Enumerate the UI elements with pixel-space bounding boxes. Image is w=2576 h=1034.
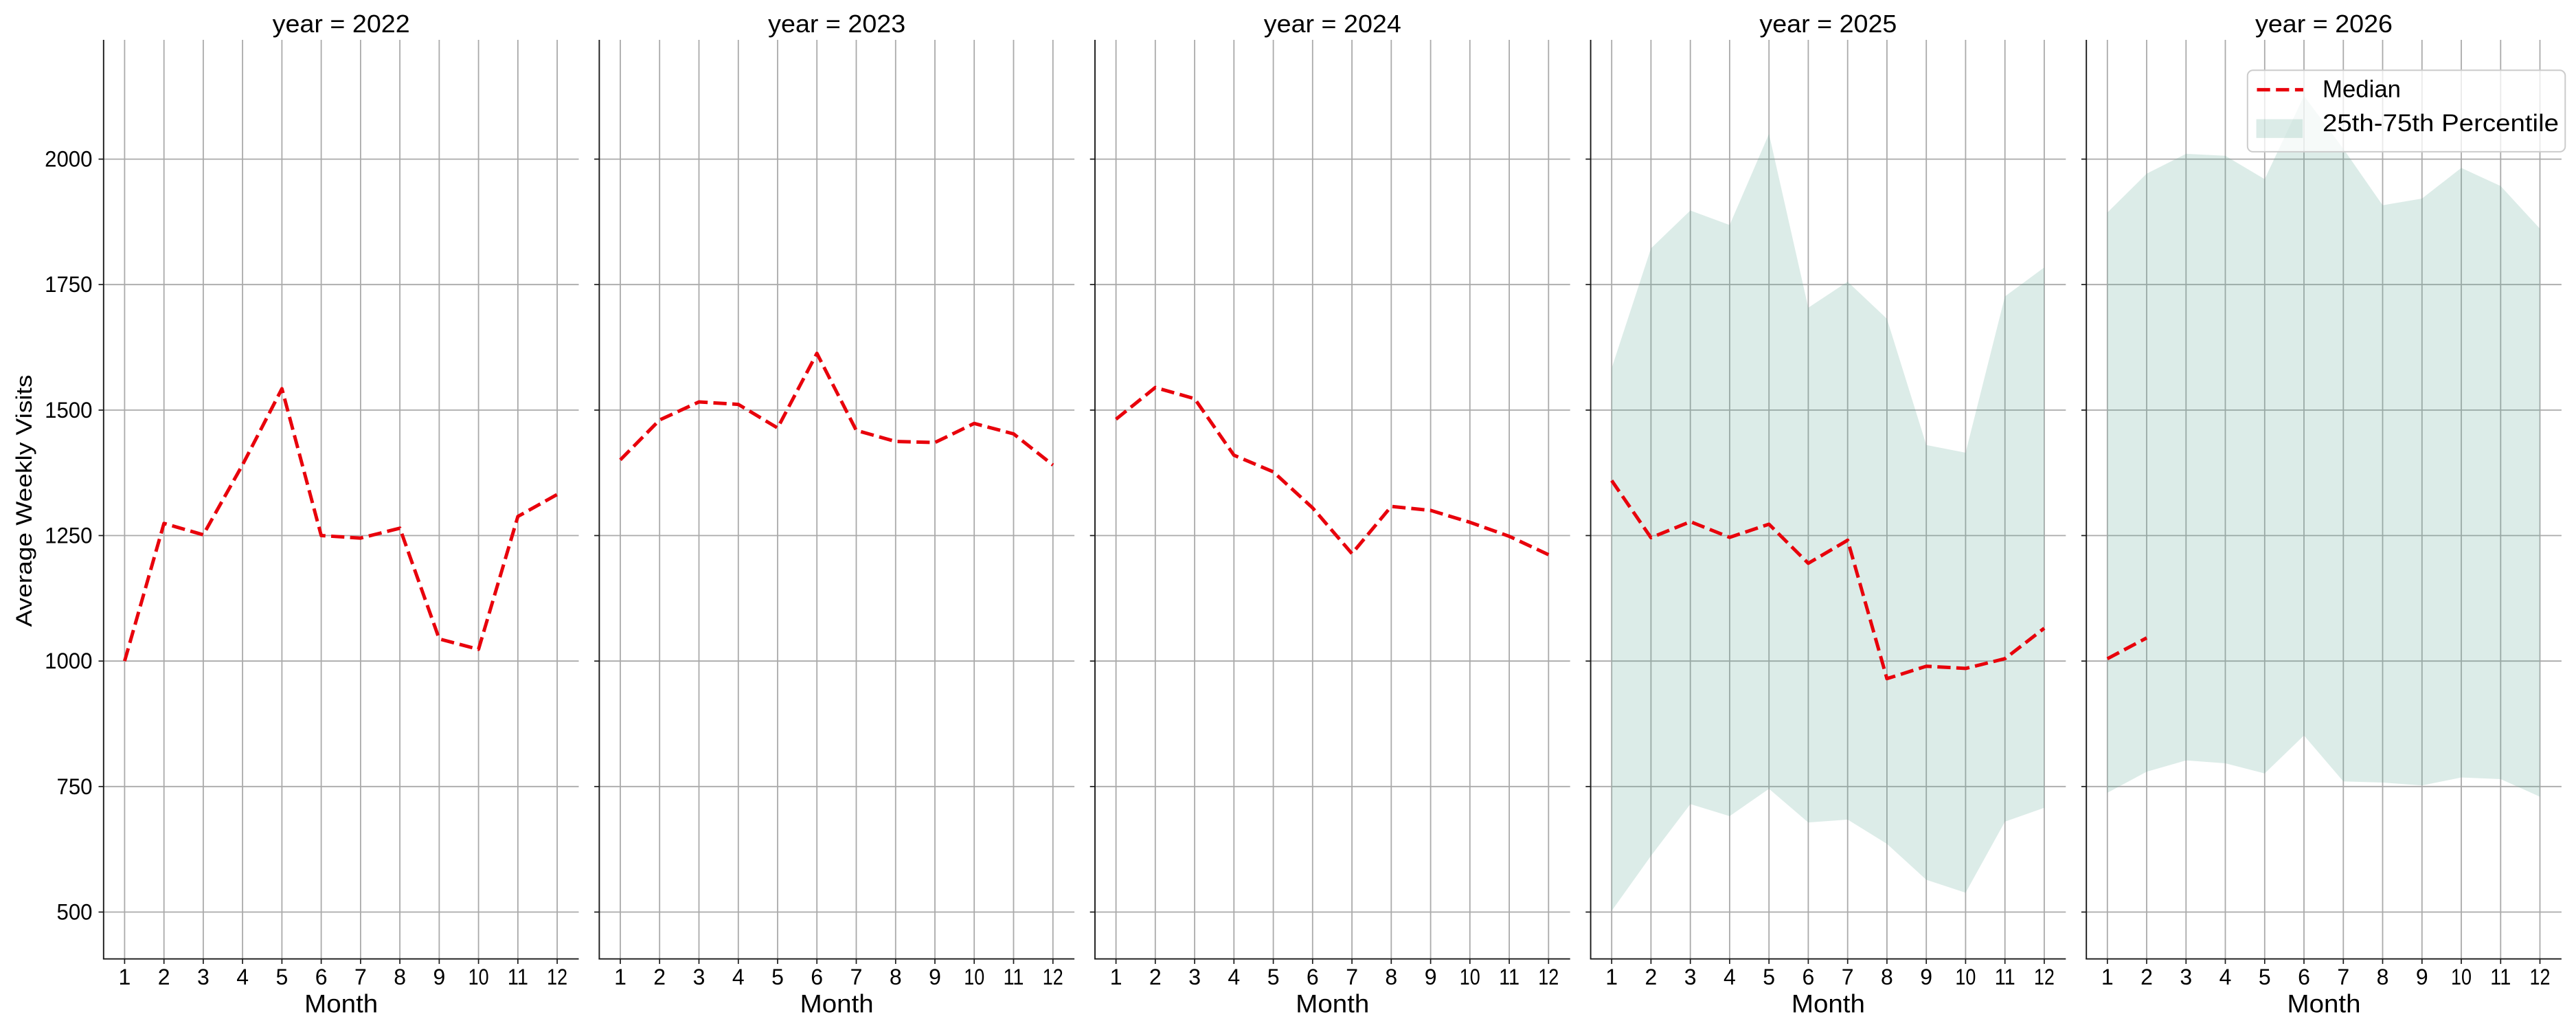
svg-text:4: 4 <box>2219 965 2232 989</box>
svg-text:9: 9 <box>1425 965 1437 989</box>
svg-text:8: 8 <box>1881 965 1893 989</box>
svg-text:5: 5 <box>1267 965 1280 989</box>
svg-text:11: 11 <box>1004 965 1024 989</box>
svg-text:5: 5 <box>2259 965 2271 989</box>
svg-text:3: 3 <box>2180 965 2192 989</box>
svg-text:6: 6 <box>1803 965 1815 989</box>
svg-text:4: 4 <box>732 965 745 989</box>
svg-text:9: 9 <box>2416 965 2428 989</box>
svg-text:4: 4 <box>1228 965 1240 989</box>
svg-text:3: 3 <box>693 965 705 989</box>
svg-text:10: 10 <box>1460 965 1480 989</box>
svg-text:500: 500 <box>57 900 93 925</box>
svg-text:Month: Month <box>800 989 874 1018</box>
svg-text:12: 12 <box>1043 965 1063 989</box>
svg-text:Average Weekly Visits: Average Weekly Visits <box>12 375 36 627</box>
svg-text:year = 2024: year = 2024 <box>1264 10 1401 38</box>
svg-text:year = 2022: year = 2022 <box>273 10 410 38</box>
svg-text:9: 9 <box>433 965 446 989</box>
svg-text:11: 11 <box>1995 965 2015 989</box>
svg-text:12: 12 <box>547 965 567 989</box>
svg-text:Median: Median <box>2323 76 2401 103</box>
svg-text:5: 5 <box>276 965 289 989</box>
svg-text:1500: 1500 <box>45 398 92 423</box>
svg-text:2: 2 <box>158 965 170 989</box>
svg-text:10: 10 <box>468 965 489 989</box>
svg-text:10: 10 <box>1955 965 1976 989</box>
svg-text:3: 3 <box>1188 965 1201 989</box>
svg-text:4: 4 <box>236 965 249 989</box>
svg-text:1000: 1000 <box>45 649 92 673</box>
svg-text:12: 12 <box>2530 965 2551 989</box>
svg-text:8: 8 <box>1385 965 1397 989</box>
svg-text:1: 1 <box>2101 965 2114 989</box>
svg-text:6: 6 <box>315 965 328 989</box>
svg-text:2: 2 <box>1149 965 1162 989</box>
svg-text:1750: 1750 <box>45 272 92 297</box>
svg-text:year = 2026: year = 2026 <box>2255 10 2393 38</box>
svg-text:5: 5 <box>771 965 784 989</box>
svg-text:1: 1 <box>1605 965 1618 989</box>
svg-text:3: 3 <box>197 965 210 989</box>
svg-text:7: 7 <box>1346 965 1358 989</box>
svg-text:12: 12 <box>2034 965 2055 989</box>
svg-text:2000: 2000 <box>45 147 92 172</box>
svg-text:1: 1 <box>614 965 626 989</box>
svg-text:6: 6 <box>1307 965 1319 989</box>
svg-text:1: 1 <box>119 965 131 989</box>
svg-text:9: 9 <box>929 965 941 989</box>
svg-text:Month: Month <box>1296 989 1369 1018</box>
svg-text:7: 7 <box>354 965 367 989</box>
svg-text:11: 11 <box>2490 965 2511 989</box>
svg-text:8: 8 <box>2377 965 2389 989</box>
svg-text:Month: Month <box>1792 989 1865 1018</box>
svg-text:11: 11 <box>508 965 528 989</box>
svg-text:11: 11 <box>1499 965 1519 989</box>
svg-text:7: 7 <box>2337 965 2349 989</box>
svg-text:2: 2 <box>1645 965 1658 989</box>
svg-text:7: 7 <box>850 965 863 989</box>
svg-text:10: 10 <box>2451 965 2472 989</box>
svg-text:9: 9 <box>1920 965 1932 989</box>
svg-text:year = 2023: year = 2023 <box>768 10 905 38</box>
svg-text:2: 2 <box>653 965 666 989</box>
svg-text:6: 6 <box>811 965 823 989</box>
svg-text:5: 5 <box>1763 965 1775 989</box>
svg-text:1: 1 <box>1110 965 1122 989</box>
svg-text:8: 8 <box>394 965 406 989</box>
svg-text:12: 12 <box>1538 965 1559 989</box>
svg-text:10: 10 <box>964 965 984 989</box>
svg-text:750: 750 <box>57 774 93 799</box>
svg-text:25th-75th Percentile: 25th-75th Percentile <box>2323 109 2559 137</box>
svg-text:8: 8 <box>890 965 902 989</box>
svg-text:Month: Month <box>304 989 378 1018</box>
svg-text:6: 6 <box>2298 965 2310 989</box>
svg-text:4: 4 <box>1724 965 1736 989</box>
svg-text:year = 2025: year = 2025 <box>1759 10 1897 38</box>
svg-text:1250: 1250 <box>45 524 92 548</box>
svg-text:3: 3 <box>1684 965 1697 989</box>
svg-text:7: 7 <box>1842 965 1854 989</box>
svg-text:Month: Month <box>2287 989 2361 1018</box>
svg-text:2: 2 <box>2140 965 2153 989</box>
